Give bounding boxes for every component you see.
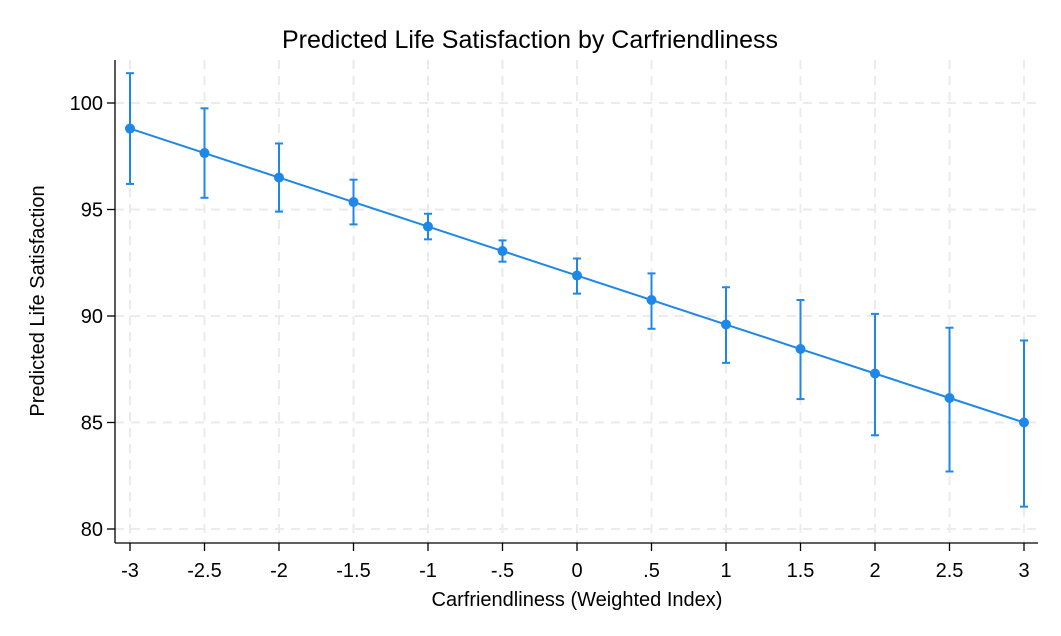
data-point — [721, 319, 731, 330]
data-point — [646, 295, 657, 306]
y-axis-label: Predicted Life Satisfaction — [27, 185, 49, 416]
y-tick-label: 100 — [70, 93, 103, 115]
chart-title: Predicted Life Satisfaction by Carfriend… — [282, 26, 778, 54]
x-tick-label: 2 — [869, 560, 880, 582]
axes: 80 85 90 95 100 -3 -2.5 -2 -1.5 -1 -.5 0 .5 1 1.5 2 2.5 3 — [70, 60, 1038, 582]
data-point — [1019, 417, 1029, 428]
data-point — [870, 368, 880, 379]
data-point — [497, 246, 508, 257]
x-tick-label: -3 — [121, 560, 139, 582]
data-point — [348, 197, 359, 208]
x-tick-label: 3 — [1018, 560, 1029, 582]
x-tick-label: .5 — [643, 560, 660, 582]
x-tick-label: 0 — [571, 560, 582, 582]
x-tick-label: -1.5 — [336, 560, 370, 582]
x-axis-label: Carfriendliness (Weighted Index) — [432, 589, 723, 611]
y-tick-label: 80 — [81, 519, 103, 541]
data-point — [199, 148, 210, 159]
x-tick-label: 1 — [720, 560, 731, 582]
data-point — [944, 393, 955, 404]
x-tick-label: 1.5 — [787, 560, 815, 582]
x-tick-label: -.5 — [491, 560, 514, 582]
data-point — [572, 270, 582, 281]
data-point — [125, 123, 135, 134]
y-tick-label: 90 — [81, 306, 103, 328]
x-tick-label: 2.5 — [936, 560, 964, 582]
y-tick-label: 85 — [81, 413, 103, 435]
x-tick-label: -1 — [419, 560, 437, 582]
data-point — [423, 221, 433, 232]
y-tick-label: 95 — [81, 200, 103, 222]
data-point — [274, 172, 284, 183]
x-tick-label: -2 — [270, 560, 288, 582]
x-tick-label: -2.5 — [187, 560, 221, 582]
data-series — [125, 72, 1029, 508]
data-point — [795, 344, 806, 355]
